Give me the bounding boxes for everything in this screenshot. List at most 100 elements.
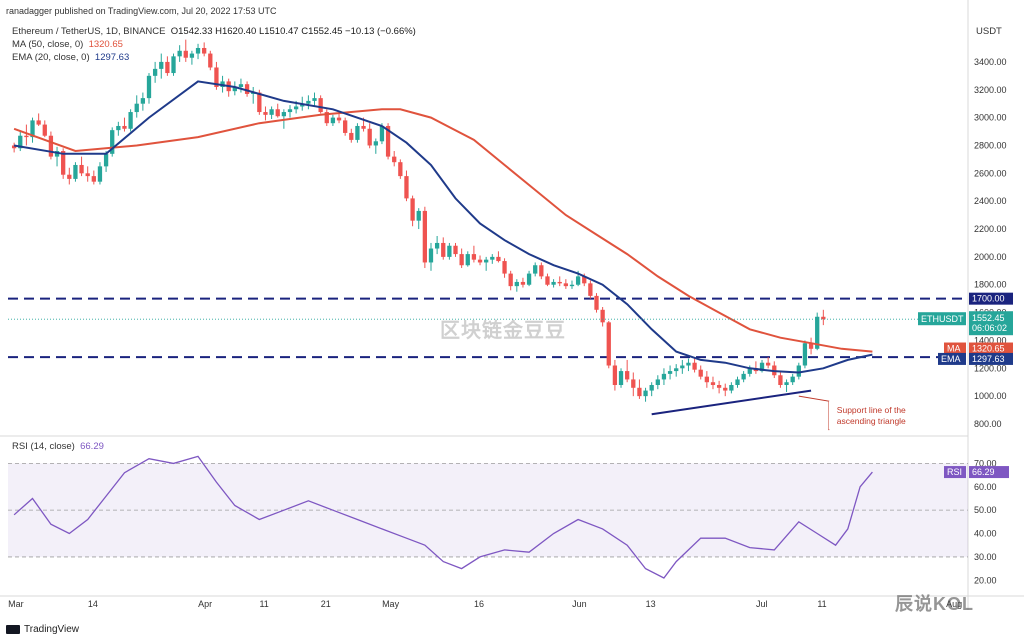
candle xyxy=(263,112,268,115)
rsi-tick-label: 30.00 xyxy=(974,552,997,562)
candle xyxy=(257,92,262,113)
support-line xyxy=(651,389,812,416)
ema-tag xyxy=(938,352,966,365)
time-tick-label: Mar xyxy=(8,599,24,609)
candle xyxy=(312,98,317,101)
time-tick-label: Jul xyxy=(756,599,768,609)
price-tick-label: 1400.00 xyxy=(974,335,1007,345)
candle xyxy=(385,125,391,157)
candle xyxy=(269,109,274,115)
candle xyxy=(631,379,636,388)
candle xyxy=(343,120,348,133)
price-pane[interactable] xyxy=(8,18,968,432)
level-tag xyxy=(969,292,1013,305)
candle xyxy=(526,273,532,285)
candle xyxy=(637,387,642,397)
candle xyxy=(79,164,84,174)
candle xyxy=(600,309,605,323)
time-tick-label: 13 xyxy=(646,599,656,609)
ema-value: 1297.63 xyxy=(94,52,130,63)
candle xyxy=(214,67,219,87)
candle xyxy=(281,112,287,117)
candle xyxy=(355,125,360,140)
candle xyxy=(54,151,60,157)
candle xyxy=(293,106,299,110)
candle xyxy=(24,135,29,138)
candle xyxy=(202,47,207,54)
candle xyxy=(569,284,575,287)
time-tick-label: Apr xyxy=(198,599,212,609)
price-tick-label: 2800.00 xyxy=(974,140,1007,150)
candle xyxy=(784,382,789,386)
time-tick-label: 16 xyxy=(474,599,484,609)
price-tick-label: 2400.00 xyxy=(974,196,1007,206)
price-tick-label: 2000.00 xyxy=(974,252,1007,262)
candle xyxy=(36,120,41,125)
candle xyxy=(735,379,740,386)
candle xyxy=(520,281,526,285)
candle xyxy=(128,112,133,129)
candle xyxy=(91,176,96,182)
candle xyxy=(575,276,581,285)
candle xyxy=(447,245,452,257)
candle xyxy=(815,316,820,349)
candle xyxy=(428,248,434,263)
price-tick-label: 1800.00 xyxy=(974,280,1007,290)
candle xyxy=(692,362,697,370)
rsi-pane[interactable] xyxy=(8,440,968,592)
publisher-line: ranadagger published on TradingView.com,… xyxy=(6,6,277,16)
candle xyxy=(434,242,440,249)
candle xyxy=(171,56,176,74)
rsi-line xyxy=(13,455,873,579)
candle xyxy=(67,174,72,179)
price-tick-label: 3000.00 xyxy=(974,113,1007,123)
candle xyxy=(508,273,513,287)
candle xyxy=(514,281,519,287)
candle xyxy=(422,210,428,263)
candle xyxy=(539,265,544,277)
candle xyxy=(802,343,808,366)
candle xyxy=(655,379,660,386)
footer-brand: TradingView xyxy=(24,624,80,635)
candle xyxy=(723,387,728,391)
ma-legend: MA (50, close, 0) 1320.65 xyxy=(12,39,123,50)
candle xyxy=(496,256,501,262)
price-tick-label: 3200.00 xyxy=(974,85,1007,95)
rsi-legend: RSI (14, close) 66.29 xyxy=(12,441,104,452)
candle xyxy=(557,281,562,284)
candle xyxy=(287,109,293,113)
candle xyxy=(594,295,599,310)
candle xyxy=(152,68,158,76)
candle xyxy=(373,141,378,146)
ma-value: 1320.65 xyxy=(88,39,123,50)
candle xyxy=(85,173,90,177)
candle xyxy=(404,176,409,199)
candle xyxy=(686,362,691,366)
candle xyxy=(551,281,556,285)
candle xyxy=(11,145,17,149)
candle xyxy=(766,362,771,366)
time-tick-label: May xyxy=(382,599,400,609)
candle xyxy=(410,198,415,221)
symbol-legend: Ethereum / TetherUS, 1D, BINANCE O1542.3… xyxy=(12,26,416,37)
candle xyxy=(545,276,550,285)
candle xyxy=(563,283,569,287)
rsi-label: RSI (14, close) xyxy=(12,441,75,452)
candle xyxy=(441,242,446,257)
price-tick-label: 3400.00 xyxy=(974,57,1007,67)
candle xyxy=(477,259,483,263)
candle xyxy=(116,125,121,131)
candle xyxy=(790,376,795,383)
candle xyxy=(146,75,152,99)
candle xyxy=(808,343,814,349)
tradingview-logo-icon xyxy=(6,625,20,634)
candle xyxy=(533,265,538,274)
candle xyxy=(122,125,127,129)
currency-label: USDT xyxy=(976,26,1002,37)
candle xyxy=(232,86,237,92)
candle xyxy=(741,373,746,380)
rsi-tag xyxy=(944,466,966,479)
ma-tag xyxy=(944,342,966,355)
rsi-tick-label: 70.00 xyxy=(974,458,997,468)
